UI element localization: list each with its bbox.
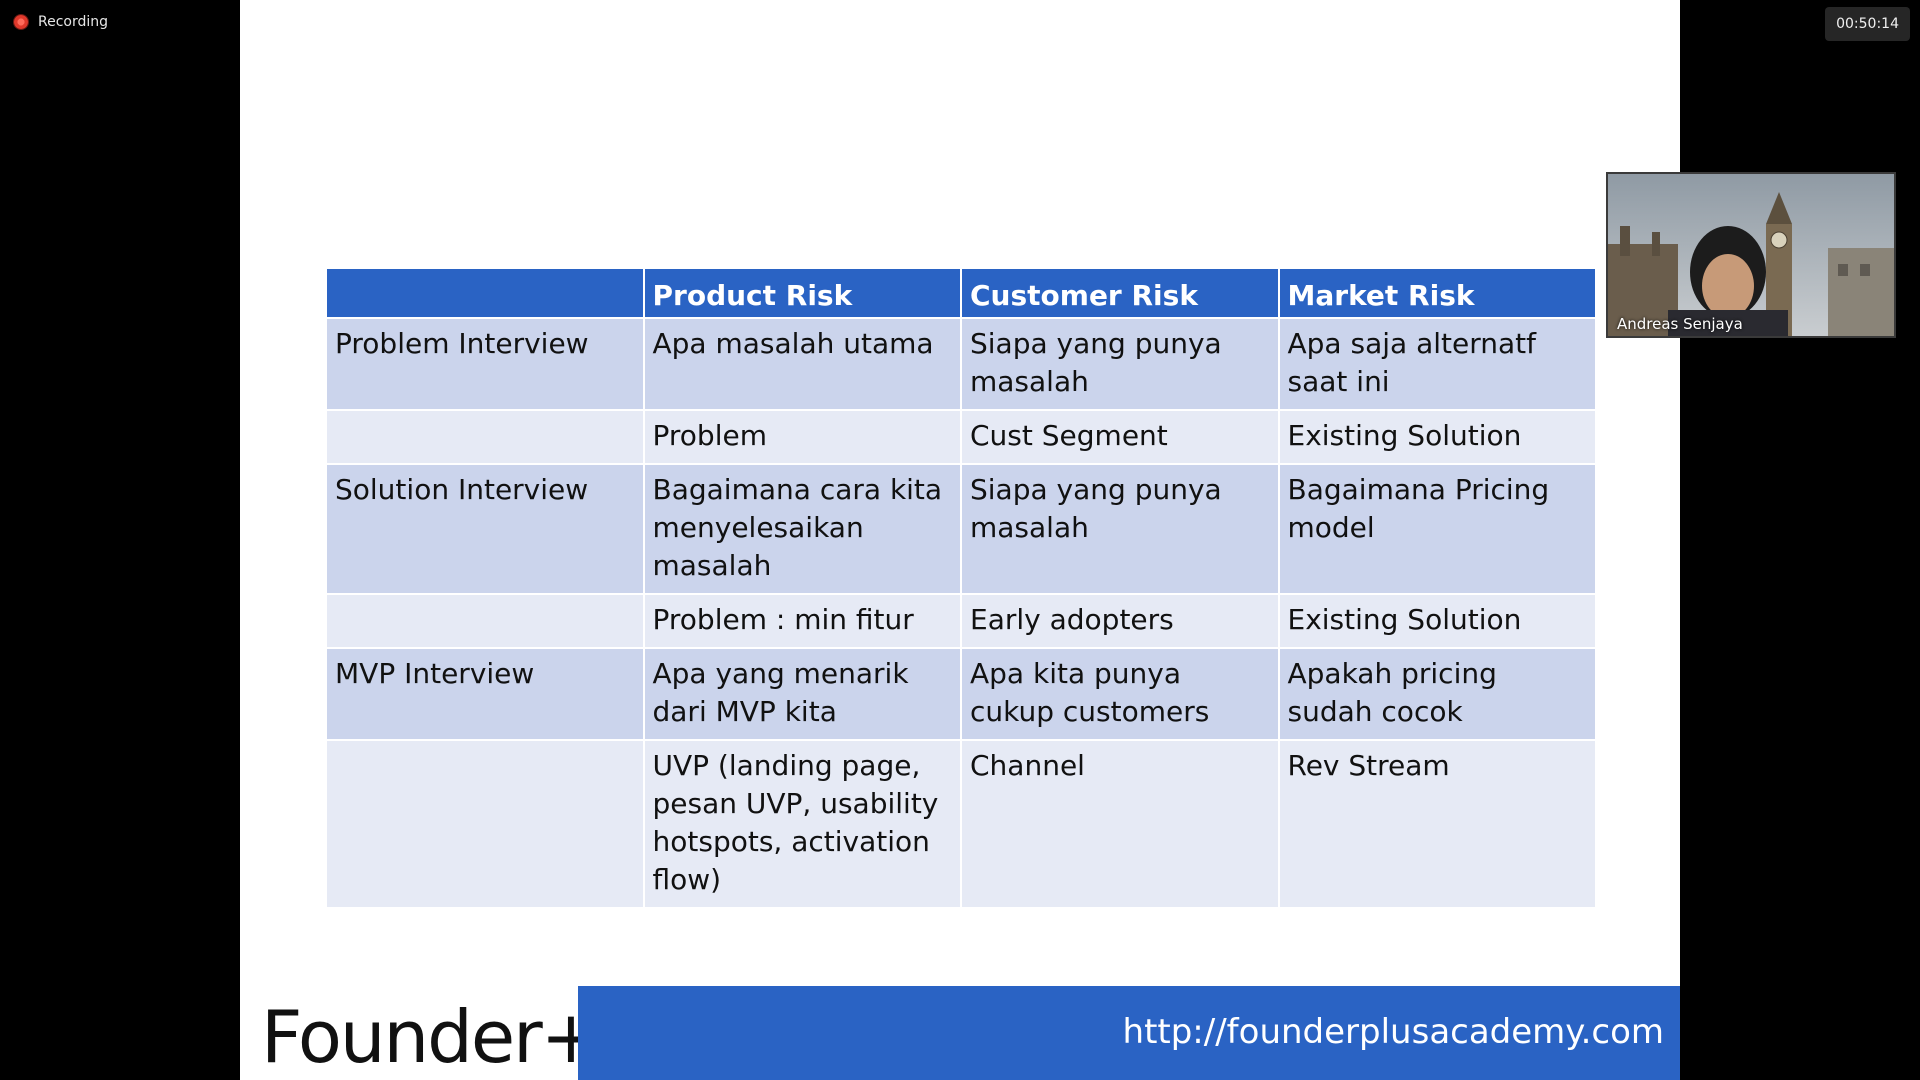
- table-row: Problem Interview Apa masalah utama Siap…: [327, 319, 1595, 409]
- meeting-timer: 00:50:14: [1825, 7, 1910, 41]
- recording-label: Recording: [38, 14, 109, 30]
- table-cell: [327, 595, 643, 647]
- table-cell: Apa kita punya cukup customers: [962, 649, 1278, 739]
- table-cell: Apa masalah utama: [644, 319, 960, 409]
- table-cell: Problem: [644, 411, 960, 463]
- table-header-cell: Product Risk: [644, 269, 960, 317]
- table-cell: Early adopters: [962, 595, 1278, 647]
- record-dot-icon: [14, 15, 28, 29]
- table-cell: Cust Segment: [962, 411, 1278, 463]
- table-cell: [327, 411, 643, 463]
- table-header-cell: Customer Risk: [962, 269, 1278, 317]
- table-cell: Apa saja alternatf saat ini: [1279, 319, 1595, 409]
- participant-name: Andreas Senjaya: [1617, 315, 1743, 333]
- table-cell: Apakah pricing sudah cocok: [1279, 649, 1595, 739]
- footer-url: http://founderplusacademy.com: [1122, 1012, 1664, 1052]
- video-feed: [1608, 174, 1894, 336]
- table-cell: Problem Interview: [327, 319, 643, 409]
- founder-plus-logo: Founder+: [261, 995, 601, 1079]
- table-cell: Existing Solution: [1279, 595, 1595, 647]
- table-cell: Rev Stream: [1279, 741, 1595, 907]
- table-row: MVP Interview Apa yang menarik dari MVP …: [327, 649, 1595, 739]
- table-cell: Existing Solution: [1279, 411, 1595, 463]
- table-cell: Siapa yang punya masalah: [962, 465, 1278, 593]
- table-header-row: Product Risk Customer Risk Market Risk: [327, 269, 1595, 317]
- table-cell: Bagaimana cara kita menyelesaikan masala…: [644, 465, 960, 593]
- table-header-cell: [327, 269, 643, 317]
- table-row: UVP (landing page, pesan UVP, usability …: [327, 741, 1595, 907]
- table-row: Solution Interview Bagaimana cara kita m…: [327, 465, 1595, 593]
- table-cell: MVP Interview: [327, 649, 643, 739]
- table-cell: Problem : min fitur: [644, 595, 960, 647]
- participant-video-tile[interactable]: Andreas Senjaya: [1606, 172, 1896, 338]
- risk-table: Product Risk Customer Risk Market Risk P…: [325, 267, 1597, 909]
- table-cell: Solution Interview: [327, 465, 643, 593]
- table-cell: Siapa yang punya masalah: [962, 319, 1278, 409]
- table-cell: UVP (landing page, pesan UVP, usability …: [644, 741, 960, 907]
- shared-slide: Product Risk Customer Risk Market Risk P…: [240, 0, 1680, 1080]
- recording-indicator[interactable]: Recording: [14, 14, 108, 30]
- table-cell: Apa yang menarik dari MVP kita: [644, 649, 960, 739]
- table-cell: Channel: [962, 741, 1278, 907]
- table-row: Problem : min fitur Early adopters Exist…: [327, 595, 1595, 647]
- footer-band: http://founderplusacademy.com: [578, 986, 1680, 1080]
- table-header-cell: Market Risk: [1279, 269, 1595, 317]
- table-row: Problem Cust Segment Existing Solution: [327, 411, 1595, 463]
- table-cell: [327, 741, 643, 907]
- table-cell: Bagaimana Pricing model: [1279, 465, 1595, 593]
